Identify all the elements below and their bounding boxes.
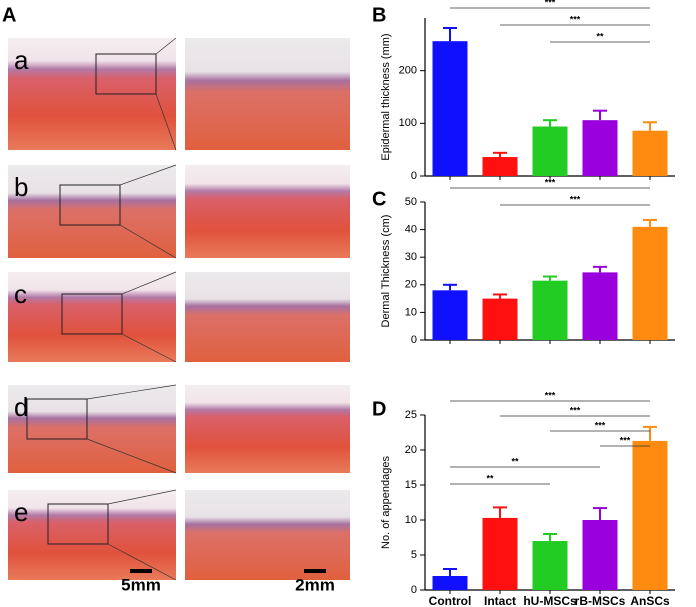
panel-label: B	[372, 4, 386, 26]
scale-label: 2mm	[295, 575, 335, 594]
zoom-line	[119, 224, 177, 259]
zoom-line	[121, 333, 177, 363]
x-tick-label: AnSCs	[630, 594, 670, 607]
histology-image	[8, 165, 176, 258]
zoom-line	[119, 164, 177, 186]
scale-label: 5mm	[121, 575, 161, 594]
y-tick-label: 5	[411, 549, 417, 561]
x-tick-label: hU-MSCs	[523, 594, 577, 607]
y-tick-label: 100	[399, 117, 417, 129]
significance-label: ***	[595, 420, 606, 430]
bar	[432, 41, 468, 176]
y-axis-label: Epidermal thickness (mm)	[380, 33, 392, 160]
significance-label: ***	[570, 14, 581, 24]
zoom-box	[26, 398, 88, 440]
zoom-line	[155, 37, 177, 55]
panel-label: A	[2, 4, 16, 26]
bar	[482, 157, 518, 176]
bar	[532, 126, 568, 176]
significance-label: ***	[545, 0, 556, 7]
significance-label: **	[486, 473, 494, 483]
histology-image	[8, 385, 176, 473]
y-tick-label: 10	[405, 514, 417, 526]
zoom-box	[59, 184, 121, 226]
scale-bar	[304, 569, 326, 573]
significance-label: ***	[570, 405, 581, 415]
y-axis-label: Dermal Thickness (cm)	[380, 215, 392, 328]
y-tick-label: 0	[411, 584, 417, 596]
y-tick-label: 20	[405, 279, 417, 291]
x-tick-label: Intact	[484, 594, 516, 607]
significance-label: ***	[570, 194, 581, 204]
y-tick-label: 25	[405, 409, 417, 421]
bar-chart: C Dermal Thickness (cm) 0 10 20 30 40 50 *** ***	[372, 177, 675, 346]
histology-panel: Aa b c d e 5mm 2mm	[2, 4, 350, 594]
panel-label: C	[372, 188, 386, 210]
zoom-box	[61, 293, 123, 335]
histology-zoom	[185, 38, 350, 150]
y-tick-label: 50	[405, 196, 417, 208]
x-tick-label: rB-MSCs	[575, 594, 626, 607]
bar	[432, 290, 468, 340]
y-tick-label: 15	[405, 479, 417, 491]
zoom-box	[95, 53, 157, 95]
bar	[482, 517, 518, 590]
bar	[582, 120, 618, 176]
y-tick-label: 10	[405, 306, 417, 318]
panel-label: D	[372, 398, 386, 420]
zoom-line	[86, 384, 177, 400]
significance-label: **	[511, 456, 519, 466]
bar	[532, 541, 568, 590]
zoom-line	[107, 489, 177, 505]
bar	[632, 440, 668, 590]
bar	[632, 226, 668, 340]
histology-image	[8, 272, 176, 362]
y-tick-label: 30	[405, 251, 417, 263]
y-axis-label: No. of appendages	[380, 456, 392, 549]
bar-chart: D No. of appendages 0 5 10 15 20 25 Control Intac…	[372, 390, 675, 607]
row-label: b	[14, 172, 28, 202]
bar	[632, 130, 668, 176]
y-tick-label: 200	[399, 65, 417, 77]
zoom-line	[107, 543, 177, 581]
zoom-line	[155, 93, 177, 151]
significance-label: ***	[545, 177, 556, 187]
bar	[532, 280, 568, 340]
row-label: a	[14, 45, 29, 75]
histology-zoom	[185, 385, 350, 473]
zoom-box	[47, 503, 109, 545]
significance-label: ***	[545, 390, 556, 400]
significance-label: ***	[620, 435, 631, 445]
row-label: e	[14, 497, 28, 527]
bar	[582, 520, 618, 590]
y-tick-label: 40	[405, 224, 417, 236]
histology-zoom	[185, 490, 350, 580]
y-tick-label: 20	[405, 444, 417, 456]
row-label: c	[14, 279, 27, 309]
zoom-line	[121, 271, 177, 295]
histology-zoom	[185, 272, 350, 362]
histology-zoom	[185, 165, 350, 258]
y-tick-label: 0	[411, 170, 417, 182]
significance-label: **	[596, 31, 604, 41]
y-tick-label: 0	[411, 334, 417, 346]
bar	[482, 298, 518, 340]
scale-bar	[130, 569, 152, 573]
row-label: d	[14, 392, 28, 422]
bar	[582, 272, 618, 340]
bar	[432, 576, 468, 590]
zoom-line	[86, 438, 177, 474]
x-tick-label: Control	[429, 594, 472, 607]
